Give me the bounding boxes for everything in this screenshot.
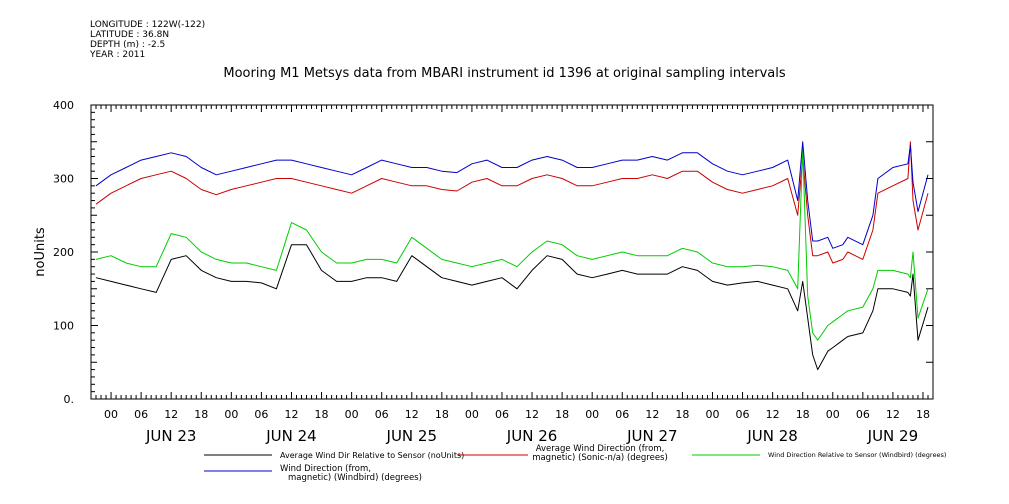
series-line-4 xyxy=(95,141,929,249)
day-label: JUN 25 xyxy=(386,427,437,445)
legend-label-1: Average Wind Dir Relative to Sensor (noU… xyxy=(280,451,464,460)
legend-label-4: Wind Direction (from, magnetic) (Windbird… xyxy=(280,464,422,483)
meta-depth: DEPTH (m) : -2.5 xyxy=(90,40,166,50)
x-tick-label: 18 xyxy=(555,408,569,421)
day-label: JUN 29 xyxy=(867,427,918,445)
x-tick-label: 06 xyxy=(134,408,148,421)
x-tick-label: 00 xyxy=(465,408,479,421)
meta-longitude: LONGITUDE : 122W(-122) xyxy=(90,20,206,30)
y-axis-label: noUnits xyxy=(33,227,48,277)
x-tick-label: 12 xyxy=(886,408,900,421)
x-tick-label: 06 xyxy=(615,408,629,421)
x-tick-label: 12 xyxy=(405,408,419,421)
x-tick-label: 12 xyxy=(164,408,178,421)
x-tick-label: 06 xyxy=(375,408,389,421)
x-tick-label: 00 xyxy=(104,408,118,421)
x-tick-labels: 00 06 12 18 00 06 12 18 00 06 12 18 00 06 12 18 00 06 12 18… xyxy=(104,408,930,421)
series-line-1 xyxy=(95,244,929,371)
y-tick-label: 100 xyxy=(53,320,74,333)
day-label: JUN 26 xyxy=(506,427,557,445)
x-tick-label: 06 xyxy=(495,408,509,421)
tick-marks xyxy=(90,104,934,400)
series-line-2 xyxy=(95,141,929,264)
x-tick-label: 18 xyxy=(916,408,930,421)
x-tick-label: 00 xyxy=(224,408,238,421)
x-tick-label: 18 xyxy=(675,408,689,421)
x-tick-label: 00 xyxy=(826,408,840,421)
x-tick-label: 18 xyxy=(315,408,329,421)
day-label: JUN 24 xyxy=(265,427,316,445)
x-tick-label: 18 xyxy=(796,408,810,421)
day-label: JUN 28 xyxy=(746,427,797,445)
day-label: JUN 23 xyxy=(145,427,196,445)
day-label: JUN 27 xyxy=(626,427,677,445)
x-tick-label: 06 xyxy=(254,408,268,421)
x-tick-label: 12 xyxy=(284,408,298,421)
x-tick-label: 12 xyxy=(766,408,780,421)
x-tick-label: 06 xyxy=(736,408,750,421)
x-tick-label: 18 xyxy=(435,408,449,421)
y-tick-label: 200 xyxy=(53,246,74,259)
x-tick-label: 18 xyxy=(194,408,208,421)
meta-year: YEAR : 2011 xyxy=(90,50,146,60)
data-series xyxy=(95,141,929,371)
y-tick-label: 400 xyxy=(53,99,74,112)
y-tick-label: 300 xyxy=(53,173,74,186)
x-tick-label: 00 xyxy=(345,408,359,421)
y-tick-label: 0. xyxy=(64,393,75,406)
day-labels: JUN 23 JUN 24 JUN 25 JUN 26 JUN 27 JUN 28 JUN … xyxy=(145,427,918,445)
legend-label-2: Average Wind Direction (from, magnetic) (… xyxy=(532,444,668,463)
x-tick-label: 12 xyxy=(645,408,659,421)
y-tick-labels: 0. 100 200 300 400 xyxy=(53,99,74,406)
chart-title: Mooring M1 Metsys data from MBARI instru… xyxy=(223,66,786,81)
meta-latitude: LATITUDE : 36.8N xyxy=(90,30,170,40)
legend-label-3: Wind Direction Relative to Sensor (Windb… xyxy=(768,451,946,459)
series-line-3 xyxy=(95,148,929,341)
x-tick-label: 06 xyxy=(856,408,870,421)
x-tick-label: 12 xyxy=(525,408,539,421)
legend: Average Wind Dir Relative to Sensor (noU… xyxy=(204,444,946,483)
metadata-block: LONGITUDE : 122W(-122) LATITUDE : 36.8N … xyxy=(90,20,205,60)
x-tick-label: 00 xyxy=(585,408,599,421)
x-tick-label: 00 xyxy=(705,408,719,421)
